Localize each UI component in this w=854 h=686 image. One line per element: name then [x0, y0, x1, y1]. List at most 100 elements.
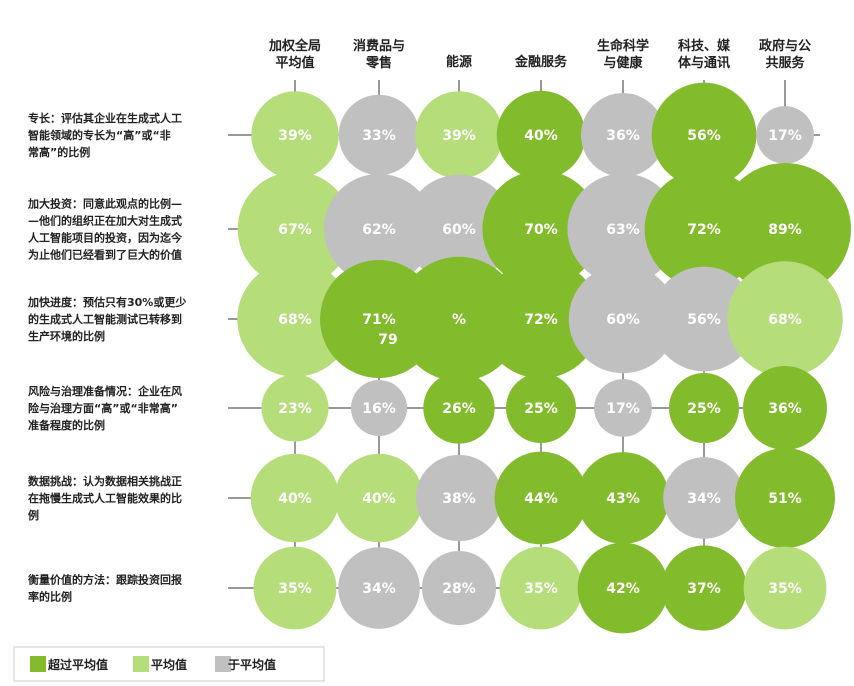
bubbles [237, 82, 852, 634]
bubble [250, 453, 340, 543]
bubble-value-label: 25% [524, 401, 558, 417]
bubble [735, 448, 835, 548]
bubble-value-label: 43% [606, 491, 640, 507]
bubble-value-label: 72% [524, 312, 558, 328]
bubble [581, 93, 665, 177]
bubble-value-label: 39% [442, 128, 476, 144]
row-labels: 专长：评估其企业在生成式人工智能领域的专长为“高”或“非常高”的比例加大投资：同… [27, 111, 186, 604]
bubble-value-label: 28% [442, 581, 476, 597]
legend: 超过平均值 平均值 于平均值 [13, 646, 325, 682]
column-header: 体与通讯 [678, 55, 730, 71]
row-label: —他们的组织正在加大对生成式 [28, 214, 182, 228]
bubble [743, 546, 827, 630]
bubble-value-label: 36% [768, 401, 802, 417]
bubble-value-label: 68% [768, 312, 802, 328]
column-header: 生命科学 [597, 38, 649, 54]
row-label: 专长：评估其企业在生成式人工 [28, 111, 182, 125]
bubble [568, 264, 678, 374]
bubble [727, 261, 843, 377]
row-label: 准备程度的比例 [28, 418, 105, 432]
row-label: 率的比例 [28, 590, 72, 604]
bubble [481, 259, 601, 379]
bubble-value-label: 60% [606, 312, 640, 328]
bubble [577, 452, 669, 544]
column-header: 科技、媒 [678, 38, 731, 54]
bubble [756, 106, 814, 164]
bubble [577, 542, 669, 634]
bubble-value-label: 62% [362, 222, 396, 238]
legend-label: 平均值 [151, 657, 187, 672]
bubble [718, 162, 852, 296]
bubble-value-label: 26% [442, 401, 476, 417]
bubble [661, 545, 747, 631]
row-label: 在拖慢生成式人工智能效果的比 [28, 491, 182, 505]
column-header: 消费品与 [353, 38, 405, 54]
bubble [506, 373, 576, 443]
bubble-value-label: 89% [768, 222, 802, 238]
bubble-value-label: % [452, 312, 466, 328]
bubble [423, 372, 495, 444]
row-label: 生产环境的比例 [28, 329, 105, 343]
bubble [421, 550, 497, 626]
bubble-value-label: 40% [278, 491, 312, 507]
bubble-value-label: 56% [687, 128, 721, 144]
row-label: 的生成式人工智能测试已转移到 [28, 312, 182, 326]
bubble-value-label: 63% [606, 222, 640, 238]
bubble [323, 173, 435, 285]
bubble [351, 380, 407, 436]
column-header: 能源 [446, 54, 472, 70]
row-label: 常高”的比例 [28, 145, 90, 159]
row-label: 数据挑战：认为数据相关挑战正 [28, 474, 182, 488]
legend-swatch [215, 656, 231, 672]
bubble [663, 457, 745, 539]
column-header: 与健康 [603, 55, 643, 71]
bubble-labels: 39% 33% 39% 40% 36% 56% 17% 67% 62% 60% 70% 63% 72% 8… [278, 128, 802, 597]
legend-label: 超过平均值 [47, 657, 108, 672]
bubble [651, 82, 757, 188]
bubble [669, 373, 739, 443]
column-header: 加权全局 [268, 38, 321, 54]
column-header: 零售 [365, 55, 392, 71]
bubble [494, 451, 588, 545]
row-label: 衡量价值的方法：跟踪投资回报 [28, 573, 183, 587]
bubble [743, 366, 827, 450]
row-label: 为止他们已经看到了巨大的价值 [28, 248, 182, 262]
bubble-value-label: 51% [768, 491, 802, 507]
legend-swatch [133, 656, 149, 672]
row-label: 加快进度：预估只有30%或更少 [27, 295, 186, 309]
bubble-value-label: 40% [524, 128, 558, 144]
bubble-value-label: 16% [362, 401, 396, 417]
legend-label: 于平均值 [228, 657, 276, 672]
bubble [396, 256, 522, 382]
bubble-overflow-label: 79 [378, 332, 397, 348]
bubble-value-label: 35% [278, 581, 312, 597]
bubble-value-label: 33% [362, 128, 396, 144]
column-header: 共服务 [765, 55, 805, 71]
bubble [334, 453, 424, 543]
bubble [404, 174, 514, 284]
row-label: 例 [28, 508, 39, 522]
row-label: 险与治理方面“高”或“非常高” [28, 401, 178, 415]
column-header: 政府与公 [759, 38, 811, 54]
bubble-value-label: 35% [768, 581, 802, 597]
bubble-value-label: 44% [524, 491, 558, 507]
bubble-value-label: 40% [362, 491, 396, 507]
bubble-value-label: 42% [606, 581, 640, 597]
bubble [237, 171, 353, 287]
bubble-value-label: 37% [687, 581, 721, 597]
bubble-value-label: 70% [524, 222, 558, 238]
bubble [338, 94, 420, 176]
bubble [651, 266, 757, 372]
bubble-value-label: 34% [362, 581, 396, 597]
bubble-value-label: 17% [606, 401, 640, 417]
bubble [415, 454, 503, 542]
bubble [496, 90, 586, 180]
bubble-value-label: 34% [687, 491, 721, 507]
bubble [499, 546, 583, 630]
bubble [338, 547, 420, 629]
bubble [253, 546, 337, 630]
column-header: 金融服务 [514, 54, 568, 70]
bubble [567, 173, 679, 285]
